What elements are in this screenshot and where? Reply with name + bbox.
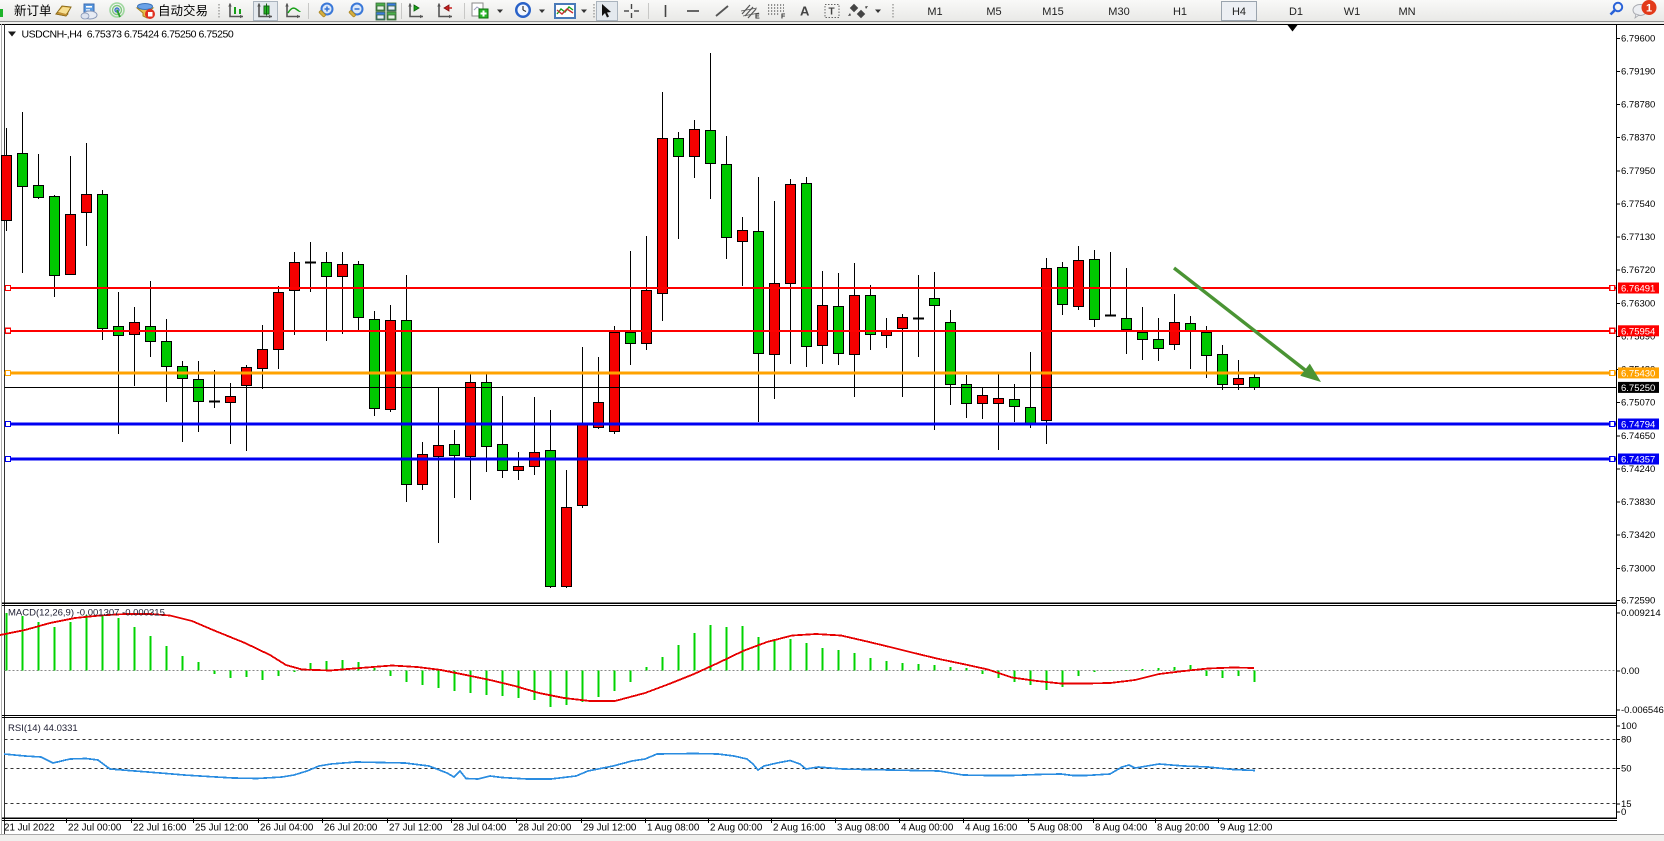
svg-text:6.72590: 6.72590 [1621, 596, 1655, 607]
svg-text:H1: H1 [1173, 6, 1187, 18]
svg-text:D1: D1 [1289, 6, 1303, 18]
svg-text:6.77130: 6.77130 [1621, 232, 1655, 243]
svg-text:5 Aug 08:00: 5 Aug 08:00 [1030, 823, 1083, 834]
svg-text:6.76720: 6.76720 [1621, 265, 1655, 276]
svg-text:0.009214: 0.009214 [1621, 608, 1661, 619]
svg-text:8 Aug 04:00: 8 Aug 04:00 [1095, 823, 1148, 834]
svg-text:6.76300: 6.76300 [1621, 299, 1655, 310]
svg-text:4 Aug 00:00: 4 Aug 00:00 [901, 823, 954, 834]
svg-text:0.00: 0.00 [1621, 666, 1640, 677]
svg-text:6.77540: 6.77540 [1621, 199, 1655, 210]
svg-text:0: 0 [1621, 807, 1626, 818]
svg-text:4 Aug 16:00: 4 Aug 16:00 [965, 823, 1018, 834]
svg-text:6.79190: 6.79190 [1621, 67, 1655, 78]
svg-text:6.74240: 6.74240 [1621, 464, 1655, 475]
svg-text:26 Jul 20:00: 26 Jul 20:00 [324, 823, 378, 834]
svg-text:6.73420: 6.73420 [1621, 530, 1655, 541]
svg-text:6.75250: 6.75250 [1621, 383, 1655, 394]
svg-text:6.77950: 6.77950 [1621, 166, 1655, 177]
svg-text:6.78370: 6.78370 [1621, 133, 1655, 144]
svg-text:M5: M5 [986, 6, 1001, 18]
svg-text:2 Aug 00:00: 2 Aug 00:00 [710, 823, 763, 834]
svg-text:F: F [781, 14, 786, 21]
svg-text:9 Aug 12:00: 9 Aug 12:00 [1220, 823, 1273, 834]
svg-text:M1: M1 [927, 6, 942, 18]
svg-text:28 Jul 04:00: 28 Jul 04:00 [453, 823, 507, 834]
svg-text:1: 1 [1646, 3, 1652, 15]
svg-text:T: T [829, 7, 835, 18]
svg-text:E: E [755, 14, 760, 21]
svg-text:29 Jul 12:00: 29 Jul 12:00 [583, 823, 637, 834]
svg-text:USDCNH-,H4 6.75373 6.75424 6.: USDCNH-,H4 6.75373 6.75424 6.75250 6.752… [22, 29, 234, 41]
svg-text:-0.006546: -0.006546 [1621, 705, 1664, 716]
svg-text:22 Jul 16:00: 22 Jul 16:00 [133, 823, 187, 834]
svg-text:50: 50 [1621, 764, 1632, 775]
svg-text:15: 15 [1621, 799, 1632, 810]
svg-text:3 Aug 08:00: 3 Aug 08:00 [837, 823, 890, 834]
svg-text:26 Jul 04:00: 26 Jul 04:00 [260, 823, 314, 834]
svg-text:6.74357: 6.74357 [1621, 455, 1655, 466]
svg-text:6.78780: 6.78780 [1621, 100, 1655, 111]
svg-text:22 Jul 00:00: 22 Jul 00:00 [68, 823, 122, 834]
svg-text:6.75430: 6.75430 [1621, 368, 1655, 379]
svg-text:6.76491: 6.76491 [1621, 284, 1655, 295]
svg-text:MACD(12,26,9) -0.001307 -0.000: MACD(12,26,9) -0.001307 -0.000315 [8, 608, 165, 619]
svg-text:MN: MN [1398, 6, 1415, 18]
svg-text:25 Jul 12:00: 25 Jul 12:00 [195, 823, 249, 834]
svg-text:自动交易: 自动交易 [158, 3, 208, 18]
svg-text:新订单: 新订单 [14, 3, 52, 18]
svg-text:80: 80 [1621, 735, 1632, 746]
svg-text:M30: M30 [1108, 6, 1129, 18]
svg-text:6.74650: 6.74650 [1621, 431, 1655, 442]
svg-text:6.73000: 6.73000 [1621, 564, 1655, 575]
svg-text:28 Jul 20:00: 28 Jul 20:00 [518, 823, 572, 834]
svg-text:RSI(14) 44.0331: RSI(14) 44.0331 [8, 723, 78, 734]
svg-text:100: 100 [1621, 721, 1637, 732]
svg-text:M15: M15 [1042, 6, 1063, 18]
svg-text:H4: H4 [1232, 6, 1246, 18]
svg-text:W1: W1 [1344, 6, 1361, 18]
svg-text:27 Jul 12:00: 27 Jul 12:00 [389, 823, 443, 834]
svg-text:6.79600: 6.79600 [1621, 34, 1655, 45]
svg-text:1 Aug 08:00: 1 Aug 08:00 [647, 823, 700, 834]
svg-text:6.74794: 6.74794 [1621, 420, 1655, 431]
svg-text:2 Aug 16:00: 2 Aug 16:00 [773, 823, 826, 834]
svg-text:6.75070: 6.75070 [1621, 398, 1655, 409]
svg-text:A: A [800, 4, 810, 19]
svg-text:6.75954: 6.75954 [1621, 326, 1655, 337]
svg-text:6.73830: 6.73830 [1621, 497, 1655, 508]
svg-text:6.75890: 6.75890 [1621, 332, 1655, 343]
svg-text:8 Aug 20:00: 8 Aug 20:00 [1157, 823, 1210, 834]
svg-text:21 Jul 2022: 21 Jul 2022 [4, 823, 55, 834]
